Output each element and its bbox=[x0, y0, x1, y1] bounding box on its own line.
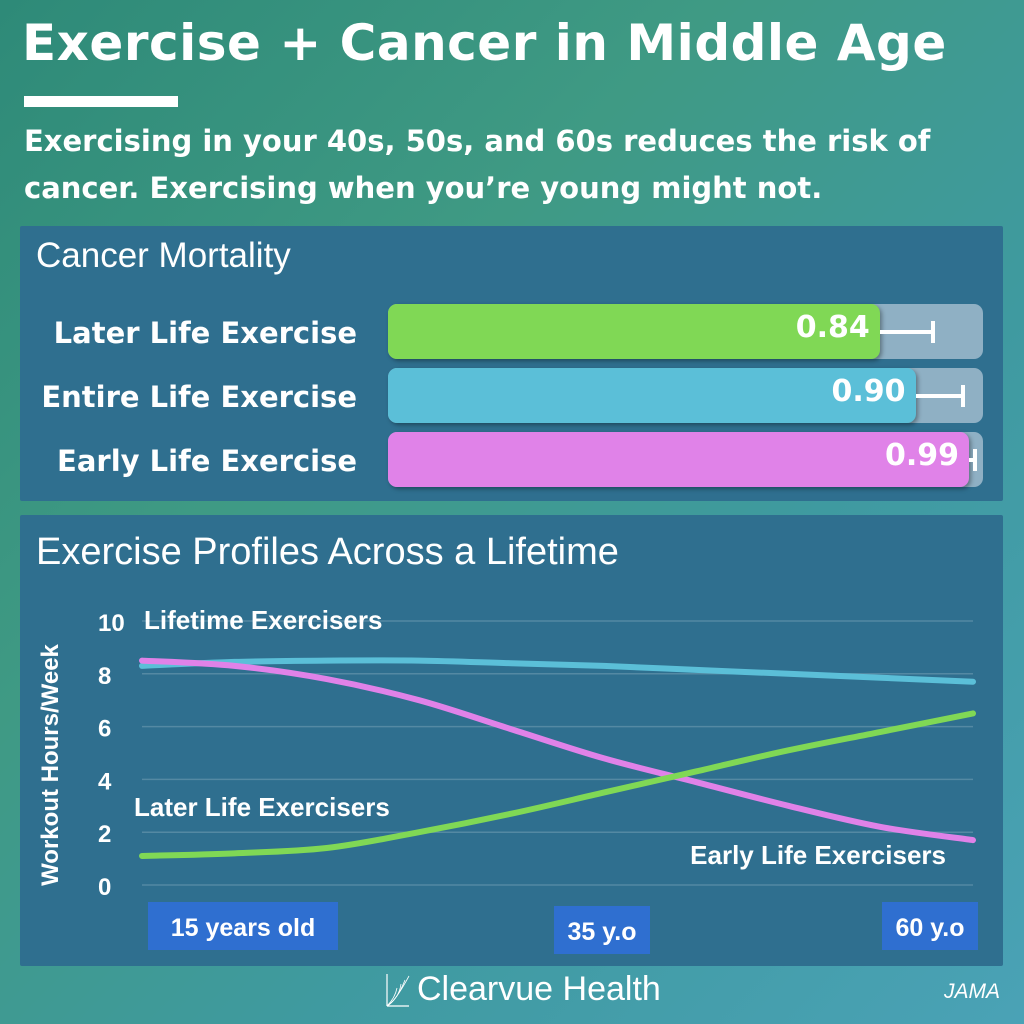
bar-chart-title: Cancer Mortality bbox=[36, 236, 291, 275]
bar-track-early: 0.99 bbox=[388, 432, 983, 487]
source-credit: JAMA bbox=[943, 980, 1000, 1003]
series-line-later-life-exercisers bbox=[139, 710, 976, 859]
error-cap-later bbox=[931, 321, 936, 343]
error-bar-entire bbox=[915, 394, 964, 398]
x-tick-box-60 bbox=[882, 902, 978, 950]
series-line-lifetime-exercisers bbox=[139, 657, 976, 685]
bar-label-entire: Entire Life Exercise bbox=[41, 380, 357, 414]
series-label-later-life-exercisers: Later Life Exercisers bbox=[134, 792, 390, 822]
x-tick-label-35: 35 y.o bbox=[567, 918, 636, 946]
y-tick-label-4: 4 bbox=[98, 768, 112, 795]
bar-value-early: 0.99 bbox=[885, 438, 960, 473]
bar-value-entire: 0.90 bbox=[831, 374, 906, 409]
clearvue-logo-icon bbox=[386, 973, 410, 1007]
series-line-early-life-exercisers bbox=[139, 657, 976, 844]
bar-later bbox=[388, 304, 880, 359]
y-axis-label: Workout Hours/Week bbox=[37, 643, 64, 885]
line-chart: 0 2 4 6 8 10 Workout Hours/Week Lifetime Exerci… bbox=[37, 605, 978, 954]
cancer-mortality-panel: Cancer Mortality Later Life Exercise 0.8… bbox=[20, 226, 1003, 501]
error-bar-later bbox=[879, 330, 934, 334]
x-tick-label-60: 60 y.o bbox=[895, 914, 964, 942]
y-tick-label-10: 10 bbox=[98, 610, 125, 637]
series-label-lifetime-exercisers: Lifetime Exercisers bbox=[144, 605, 382, 635]
x-tick-label-15: 15 years old bbox=[171, 914, 316, 942]
x-tick-box-35 bbox=[554, 906, 650, 954]
brand-name: Clearvue Health bbox=[417, 970, 661, 1008]
x-tick-box-15 bbox=[148, 902, 338, 950]
error-cap-early bbox=[973, 449, 977, 471]
bar-early bbox=[388, 432, 970, 487]
bar-label-later: Later Life Exercise bbox=[53, 316, 357, 350]
bar-value-later: 0.84 bbox=[795, 310, 870, 345]
y-tick-label-6: 6 bbox=[98, 716, 111, 743]
page-subtitle: Exercising in your 40s, 50s, and 60s red… bbox=[24, 124, 931, 205]
error-bar-early bbox=[969, 458, 975, 462]
bar-track-entire: 0.90 bbox=[388, 368, 983, 423]
page-title: Exercise + Cancer in Middle Age bbox=[22, 14, 947, 72]
bar-track-later: 0.84 bbox=[388, 304, 983, 359]
y-tick-label-8: 8 bbox=[98, 663, 111, 690]
title-underline bbox=[24, 96, 178, 107]
y-tick-label-2: 2 bbox=[98, 821, 111, 848]
line-chart-title: Exercise Profiles Across a Lifetime bbox=[36, 531, 619, 573]
bar-label-early: Early Life Exercise bbox=[57, 444, 357, 478]
error-cap-entire bbox=[961, 385, 966, 407]
exercise-profiles-panel: Exercise Profiles Across a Lifetime 0 2 4 6… bbox=[20, 515, 1003, 966]
series-label-early-life-exercisers: Early Life Exercisers bbox=[690, 840, 946, 870]
y-tick-label-0: 0 bbox=[98, 874, 111, 901]
bar-entire bbox=[388, 368, 916, 423]
brand-logo: Clearvue Health bbox=[385, 970, 661, 1009]
